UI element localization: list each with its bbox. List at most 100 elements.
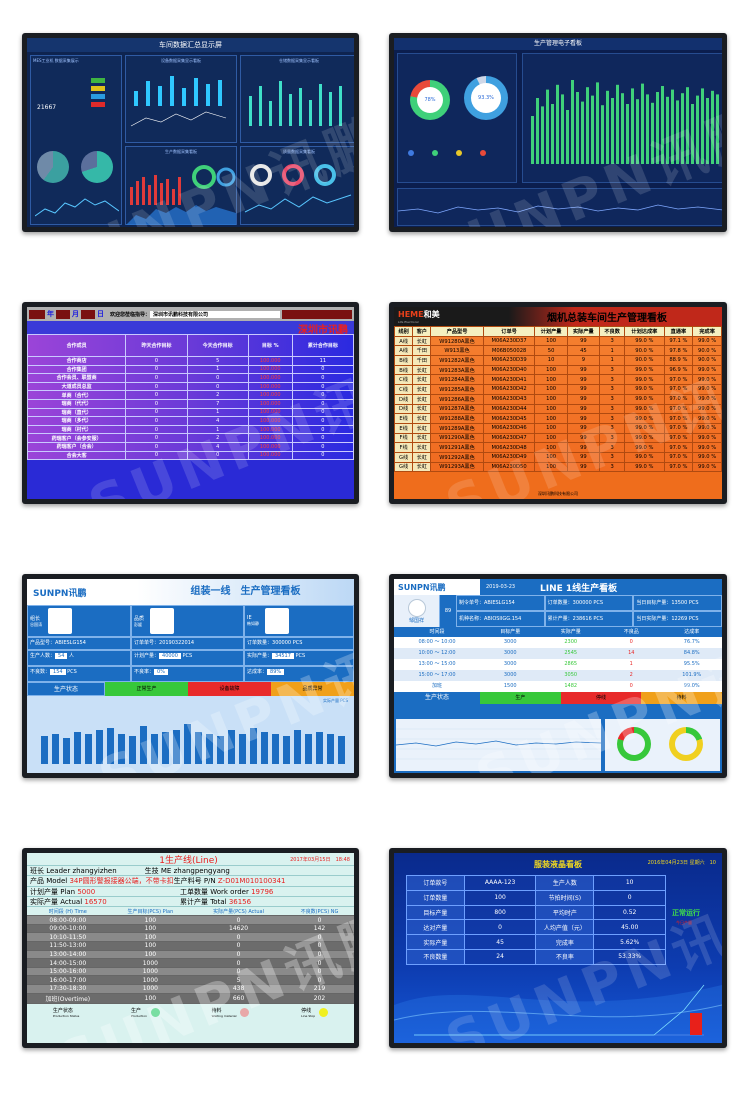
table-row: 订单款号 AAAA-123 生产人数 10 [406, 875, 666, 891]
table-cell: M06B050028 [482, 345, 536, 357]
role-label: 组长 [30, 615, 41, 622]
table-cell: 3000 [503, 661, 517, 667]
table-cell: 3 [598, 442, 626, 453]
output-bar-chart [41, 724, 345, 764]
plan-value: 5000 [77, 887, 96, 896]
table-cell: 长虹 [412, 413, 432, 424]
staff-value: 54 [55, 653, 68, 659]
bar [556, 84, 559, 164]
bar [107, 728, 114, 764]
table-row: 08:00 ～ 10:00 3000 2300 0 76.7% [394, 637, 722, 648]
actual-label: 实际产量： [247, 653, 273, 659]
table-cell: 不良率 [535, 948, 595, 965]
table-cell: 99.0 % [624, 393, 665, 405]
table-cell: 0 [284, 975, 354, 986]
table-cell: 节拍时间(S) [535, 889, 595, 906]
bar [591, 95, 594, 164]
table-cell: 2300 [564, 639, 578, 645]
table-row: 合会大客 0 0 100.000 0 [27, 450, 354, 461]
table-cell: 53.33% [593, 948, 666, 965]
table-cell: M06A230D43 [482, 393, 536, 405]
table-cell: 100 [534, 393, 568, 405]
bar [96, 730, 103, 764]
col-header: 目标 % [247, 334, 293, 357]
table-cell: M06A230D42 [482, 384, 536, 395]
time: 18:48 [335, 856, 350, 863]
table-cell: 800 [463, 904, 537, 921]
trend-box [395, 719, 602, 771]
table-cell: M06A230D41 [482, 374, 536, 386]
table-cell: 97.0 % [663, 442, 694, 453]
avatar [150, 608, 175, 634]
table-cell: 0 [291, 364, 354, 375]
table-row: 13:00-14:00 100 0 0 [27, 950, 354, 960]
table-cell: 202 [284, 993, 354, 1004]
staff-text: 组长 谷国涛 [30, 615, 42, 628]
table-cell: 0 [125, 407, 188, 418]
table-cell: 0 [284, 958, 354, 968]
table-cell: M06A230D40 [482, 364, 536, 376]
logo: SUNPN讯鹏 [33, 588, 87, 599]
work-order-value: 19796 [251, 887, 274, 896]
table-cell: 3000 [503, 639, 517, 645]
col-header: 累计合作目标 [291, 334, 354, 357]
table-cell: M06A230D45 [482, 413, 536, 424]
bar [646, 94, 649, 164]
ring-chart-left: 78% [410, 80, 450, 120]
table-cell: C线 [394, 384, 414, 395]
table-cell: E线 [394, 413, 414, 424]
table-cell: W91292A黑色 [430, 451, 484, 463]
table-cell: 08:00 ～ 10:00 [418, 639, 456, 645]
table-cell: 人均产值（元） [535, 919, 595, 936]
staff-text: IE 韩如静 [247, 615, 259, 627]
table-cell: C线 [394, 374, 414, 386]
table-cell: 0 [125, 373, 188, 383]
table-cell: 7 [186, 398, 249, 409]
table-cell: 84.8% [683, 650, 700, 656]
production-table: 线别 客户 产品型号 订单号 计划产量 实际产量 不良数 计划达成率 直通率 完成率 A线 长虹 W9… [394, 326, 722, 473]
brand-text: 深圳市讯鹏 [27, 321, 354, 336]
bar [711, 90, 714, 164]
info-cell: 订单数量：300000 PCS [544, 595, 634, 611]
time: 10 [709, 860, 716, 866]
plan-label: 计划产量 Plan [30, 887, 78, 896]
table-row: 合作会员、联盟商 0 0 100.000 0 [27, 373, 354, 383]
bar [541, 106, 544, 164]
bar [581, 101, 584, 164]
table-cell: 千田 [412, 345, 432, 357]
unit: PCS [295, 653, 306, 659]
bar [551, 104, 554, 164]
bar [536, 98, 539, 164]
table-cell: 0 [186, 373, 249, 383]
status-label: 生产状态 [424, 694, 449, 701]
screen-title: 组装一线 生产管理看板 [137, 579, 354, 605]
status-producing: 生产 [480, 692, 561, 704]
role-label: 品质 [134, 615, 145, 622]
table-cell: 1482 [564, 683, 578, 689]
table-row: 药瑞客户（会参安服） 0 2 100.000 0 [27, 433, 354, 443]
table-cell: 0.52 [593, 904, 666, 921]
table-header-row: 合作成员 昨天合作目标 今天合作目标 目标 % 累计合作目标 [27, 334, 354, 357]
leader-name: 邹国祥 [408, 617, 424, 624]
order-info-grid: 制令单号：ABIESLG154 订单数量：300000 PCS 当日目标产量：135… [456, 595, 722, 627]
table-cell: 订单数量 [406, 889, 465, 906]
table-cell: 100 [534, 335, 568, 347]
monitor-4: HEME和美 Life Electronic 烟机总装车间生产管理看板 线别 客户… [389, 302, 727, 504]
table-cell: 0 [291, 441, 354, 452]
table-cell: 0 [284, 967, 354, 977]
output-chart-box: 实际产量 PCS [27, 696, 354, 773]
plan-value: 40000 [159, 653, 181, 659]
table-row: G线 长虹 W91292A黑色 M06A230D49 100 99 3 99.0 % 97.0 … [394, 451, 722, 463]
table-cell: 3 [598, 374, 626, 386]
table-cell: 3 [598, 384, 626, 395]
staff-card: 组长 谷国涛 [27, 605, 131, 637]
trend-line-chart [397, 204, 722, 214]
table-cell: 1000 [108, 958, 193, 968]
table-cell: B线 [394, 364, 414, 376]
table-cell: 0 [125, 390, 188, 400]
table-cell: 10 [593, 875, 666, 891]
table-cell: W91288A黑色 [430, 413, 484, 424]
status-item: 生产状态 Production Status [53, 1007, 79, 1018]
output-line-chart [394, 984, 722, 1043]
table-cell: W91282A黑色 [430, 355, 484, 366]
